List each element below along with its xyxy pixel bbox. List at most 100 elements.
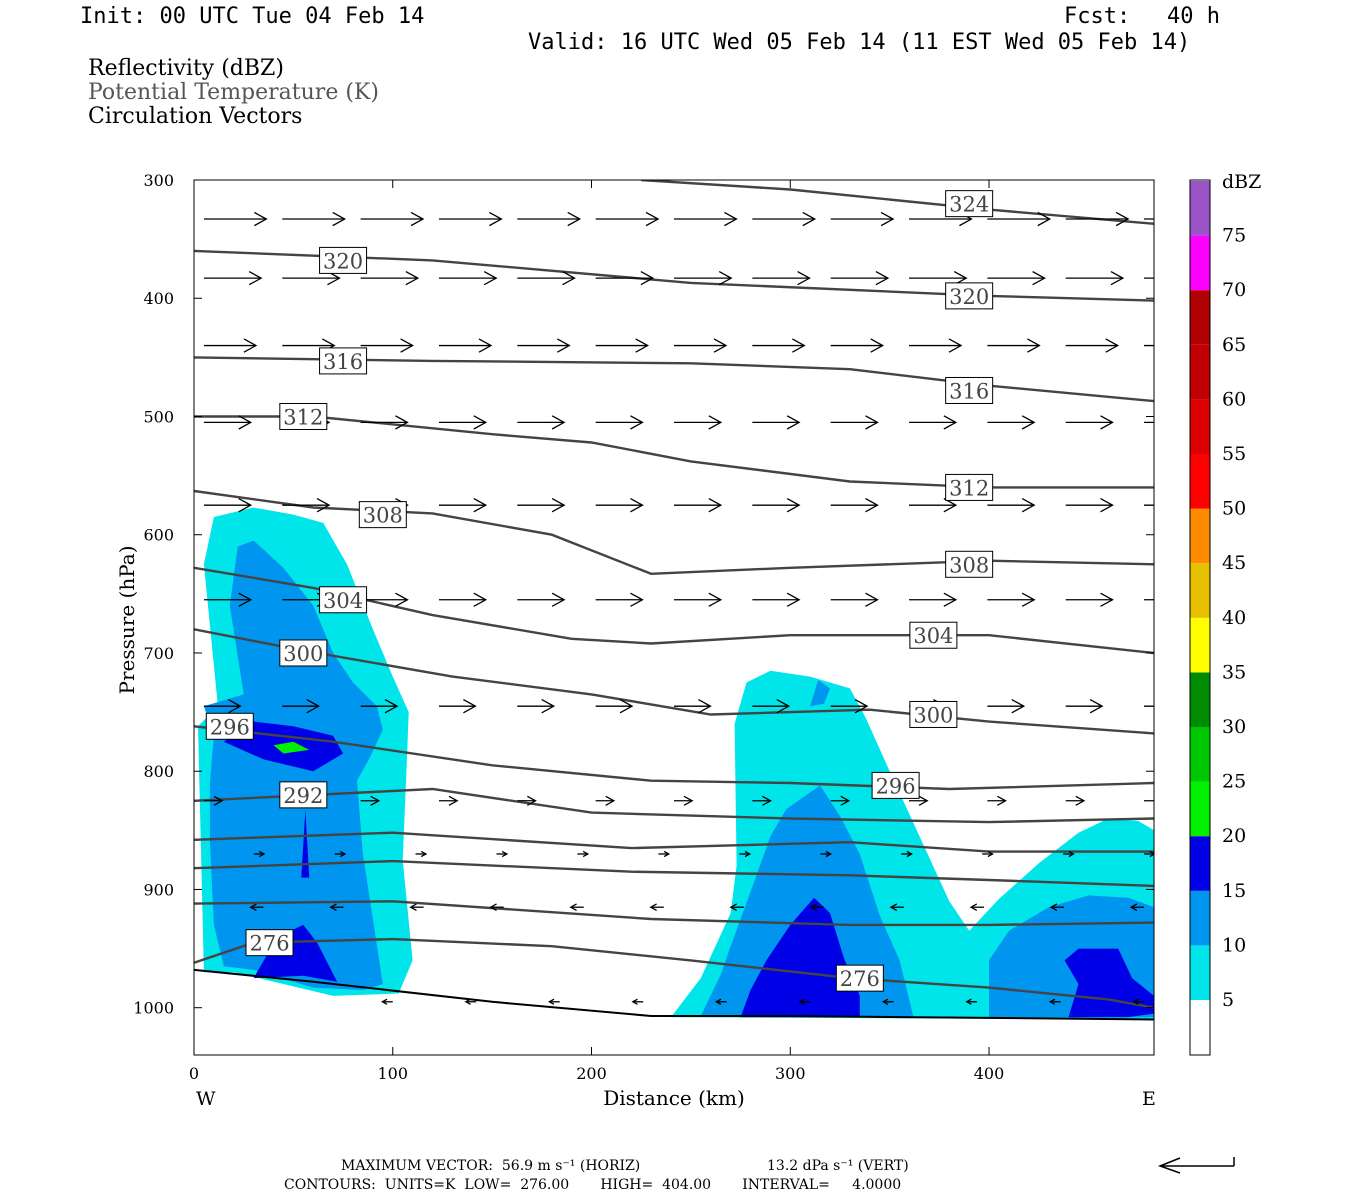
vector-arrowhead: [825, 850, 833, 858]
contour-label-box: [279, 781, 328, 809]
colorbar-label: 30: [1222, 716, 1246, 738]
reflectivity-15-area: [740, 897, 860, 1018]
colorbar-label: 15: [1222, 880, 1246, 902]
vector-arrowhead: [478, 338, 493, 353]
colorbar-label: 70: [1222, 279, 1246, 301]
vector-arrowhead: [473, 415, 488, 430]
colorbar-swatch-25: [1190, 727, 1210, 782]
vector-arrowhead: [395, 592, 409, 607]
y-tick-label: 700: [143, 644, 174, 663]
vector-arrowhead: [248, 270, 263, 286]
colorbar-label: 35: [1222, 661, 1246, 683]
vector-arrowhead: [381, 998, 388, 1005]
contour-label-box: [279, 639, 328, 667]
y-tick-label: 400: [143, 289, 174, 308]
reflectivity-15-area: [1064, 948, 1154, 1018]
valid-time: Valid: 16 UTC Wed 05 Feb 14 (11 EST Wed …: [528, 30, 1191, 55]
vector-arrowhead: [630, 415, 644, 430]
vector-arrowhead: [556, 338, 571, 353]
contour-label: 296: [876, 774, 916, 798]
vector-arrowhead: [713, 338, 728, 353]
y-tick-label: 1000: [133, 999, 174, 1018]
colorbar-swatch-40: [1190, 563, 1210, 618]
theta-contour: [194, 937, 1154, 1009]
vector-arrowhead: [1089, 699, 1104, 714]
theta-contour: [194, 831, 1154, 853]
init-time: Init: 00 UTC Tue 04 Feb 14: [80, 4, 425, 29]
vector-arrowhead: [332, 211, 347, 227]
vector-arrowhead: [527, 795, 537, 806]
colorbar-frame: [1189, 179, 1211, 1056]
vector-arrowhead: [238, 415, 253, 430]
vector-arrowhead: [1021, 497, 1036, 513]
vector-arrowhead: [708, 497, 723, 513]
vector-arrowhead: [1168, 700, 1180, 713]
contour-label: 304: [323, 589, 363, 613]
y-tick-label: 900: [143, 880, 174, 899]
reflectivity-10-area: [810, 680, 830, 707]
reflectivity-15-area: [301, 810, 310, 878]
colorbar-label: 10: [1222, 934, 1246, 956]
vector-arrowhead: [1153, 796, 1154, 806]
colorbar-swatch-70: [1190, 235, 1210, 291]
y-tick-label: 500: [143, 407, 174, 426]
contour-label-box: [358, 501, 407, 529]
contour-label: 312: [283, 405, 323, 429]
vector-arrowhead: [569, 903, 577, 911]
contour-label-box: [835, 964, 884, 992]
vector-arrowhead: [370, 795, 381, 806]
vector-arrowhead: [339, 850, 347, 858]
footer-max-vector-vert: 13.2 dPa s⁻¹ (VERT): [767, 1158, 909, 1174]
theta-contour: [194, 900, 1154, 927]
vector-arrowhead: [420, 850, 428, 858]
theta-contour: [194, 415, 1154, 489]
y-tick-label: 300: [143, 171, 174, 190]
colorbar-label: 50: [1222, 498, 1246, 520]
vector-arrowhead: [724, 211, 738, 227]
vector-arrowhead: [562, 270, 576, 286]
vector-arrowhead: [489, 211, 503, 227]
contour-label-box: [319, 347, 368, 375]
colorbar-swatch-50: [1190, 454, 1210, 509]
vector-arrowhead: [997, 795, 1007, 806]
vector-arrowhead: [708, 415, 723, 430]
vector-arrowhead: [1149, 850, 1154, 858]
vector-arrowhead: [865, 497, 879, 513]
vector-arrowhead: [567, 211, 582, 227]
vector-arrowhead: [906, 850, 913, 858]
y-tick-label: 800: [143, 762, 174, 781]
theta-contour: [194, 725, 1154, 791]
vector-arrowhead: [448, 795, 459, 806]
x-tick-label: 0: [189, 1064, 199, 1083]
vector-arrowhead: [551, 497, 566, 513]
vector-arrowhead: [1179, 416, 1191, 429]
x-tick-label: 300: [775, 1064, 806, 1083]
vector-arrowhead: [965, 998, 972, 1005]
theta-contour: [641, 180, 1154, 225]
x-axis-label: Distance (km): [603, 1086, 745, 1110]
x-left-label: W: [196, 1088, 216, 1110]
contour-label: 300: [283, 642, 323, 666]
vector-arrowhead: [809, 903, 818, 911]
vector-arrowhead: [865, 592, 879, 607]
vector-arrowhead: [635, 338, 650, 353]
colorbar-swatch-75: [1190, 181, 1210, 236]
forecast-hours: 40 h: [1167, 4, 1220, 29]
vector-arrowhead: [384, 699, 399, 714]
vector-arrowhead: [881, 998, 889, 1005]
vector-arrowhead: [802, 211, 817, 227]
vector-arrowhead: [854, 699, 869, 714]
vector-arrowhead: [880, 211, 895, 227]
contour-label-box: [945, 376, 994, 404]
colorbar-title: dBZ: [1222, 171, 1261, 193]
theta-contour: [194, 859, 1154, 888]
footer-max-vector: MAXIMUM VECTOR: 56.9 m s⁻¹ (HORIZ): [341, 1158, 641, 1174]
colorbar-label: 65: [1222, 334, 1246, 356]
vector-arrowhead: [948, 338, 963, 353]
contour-label: 320: [949, 285, 989, 309]
contour-label-box: [245, 929, 294, 957]
vector-arrowhead: [259, 850, 266, 858]
vector-arrowhead: [228, 699, 242, 714]
contour-label: 296: [210, 715, 250, 739]
